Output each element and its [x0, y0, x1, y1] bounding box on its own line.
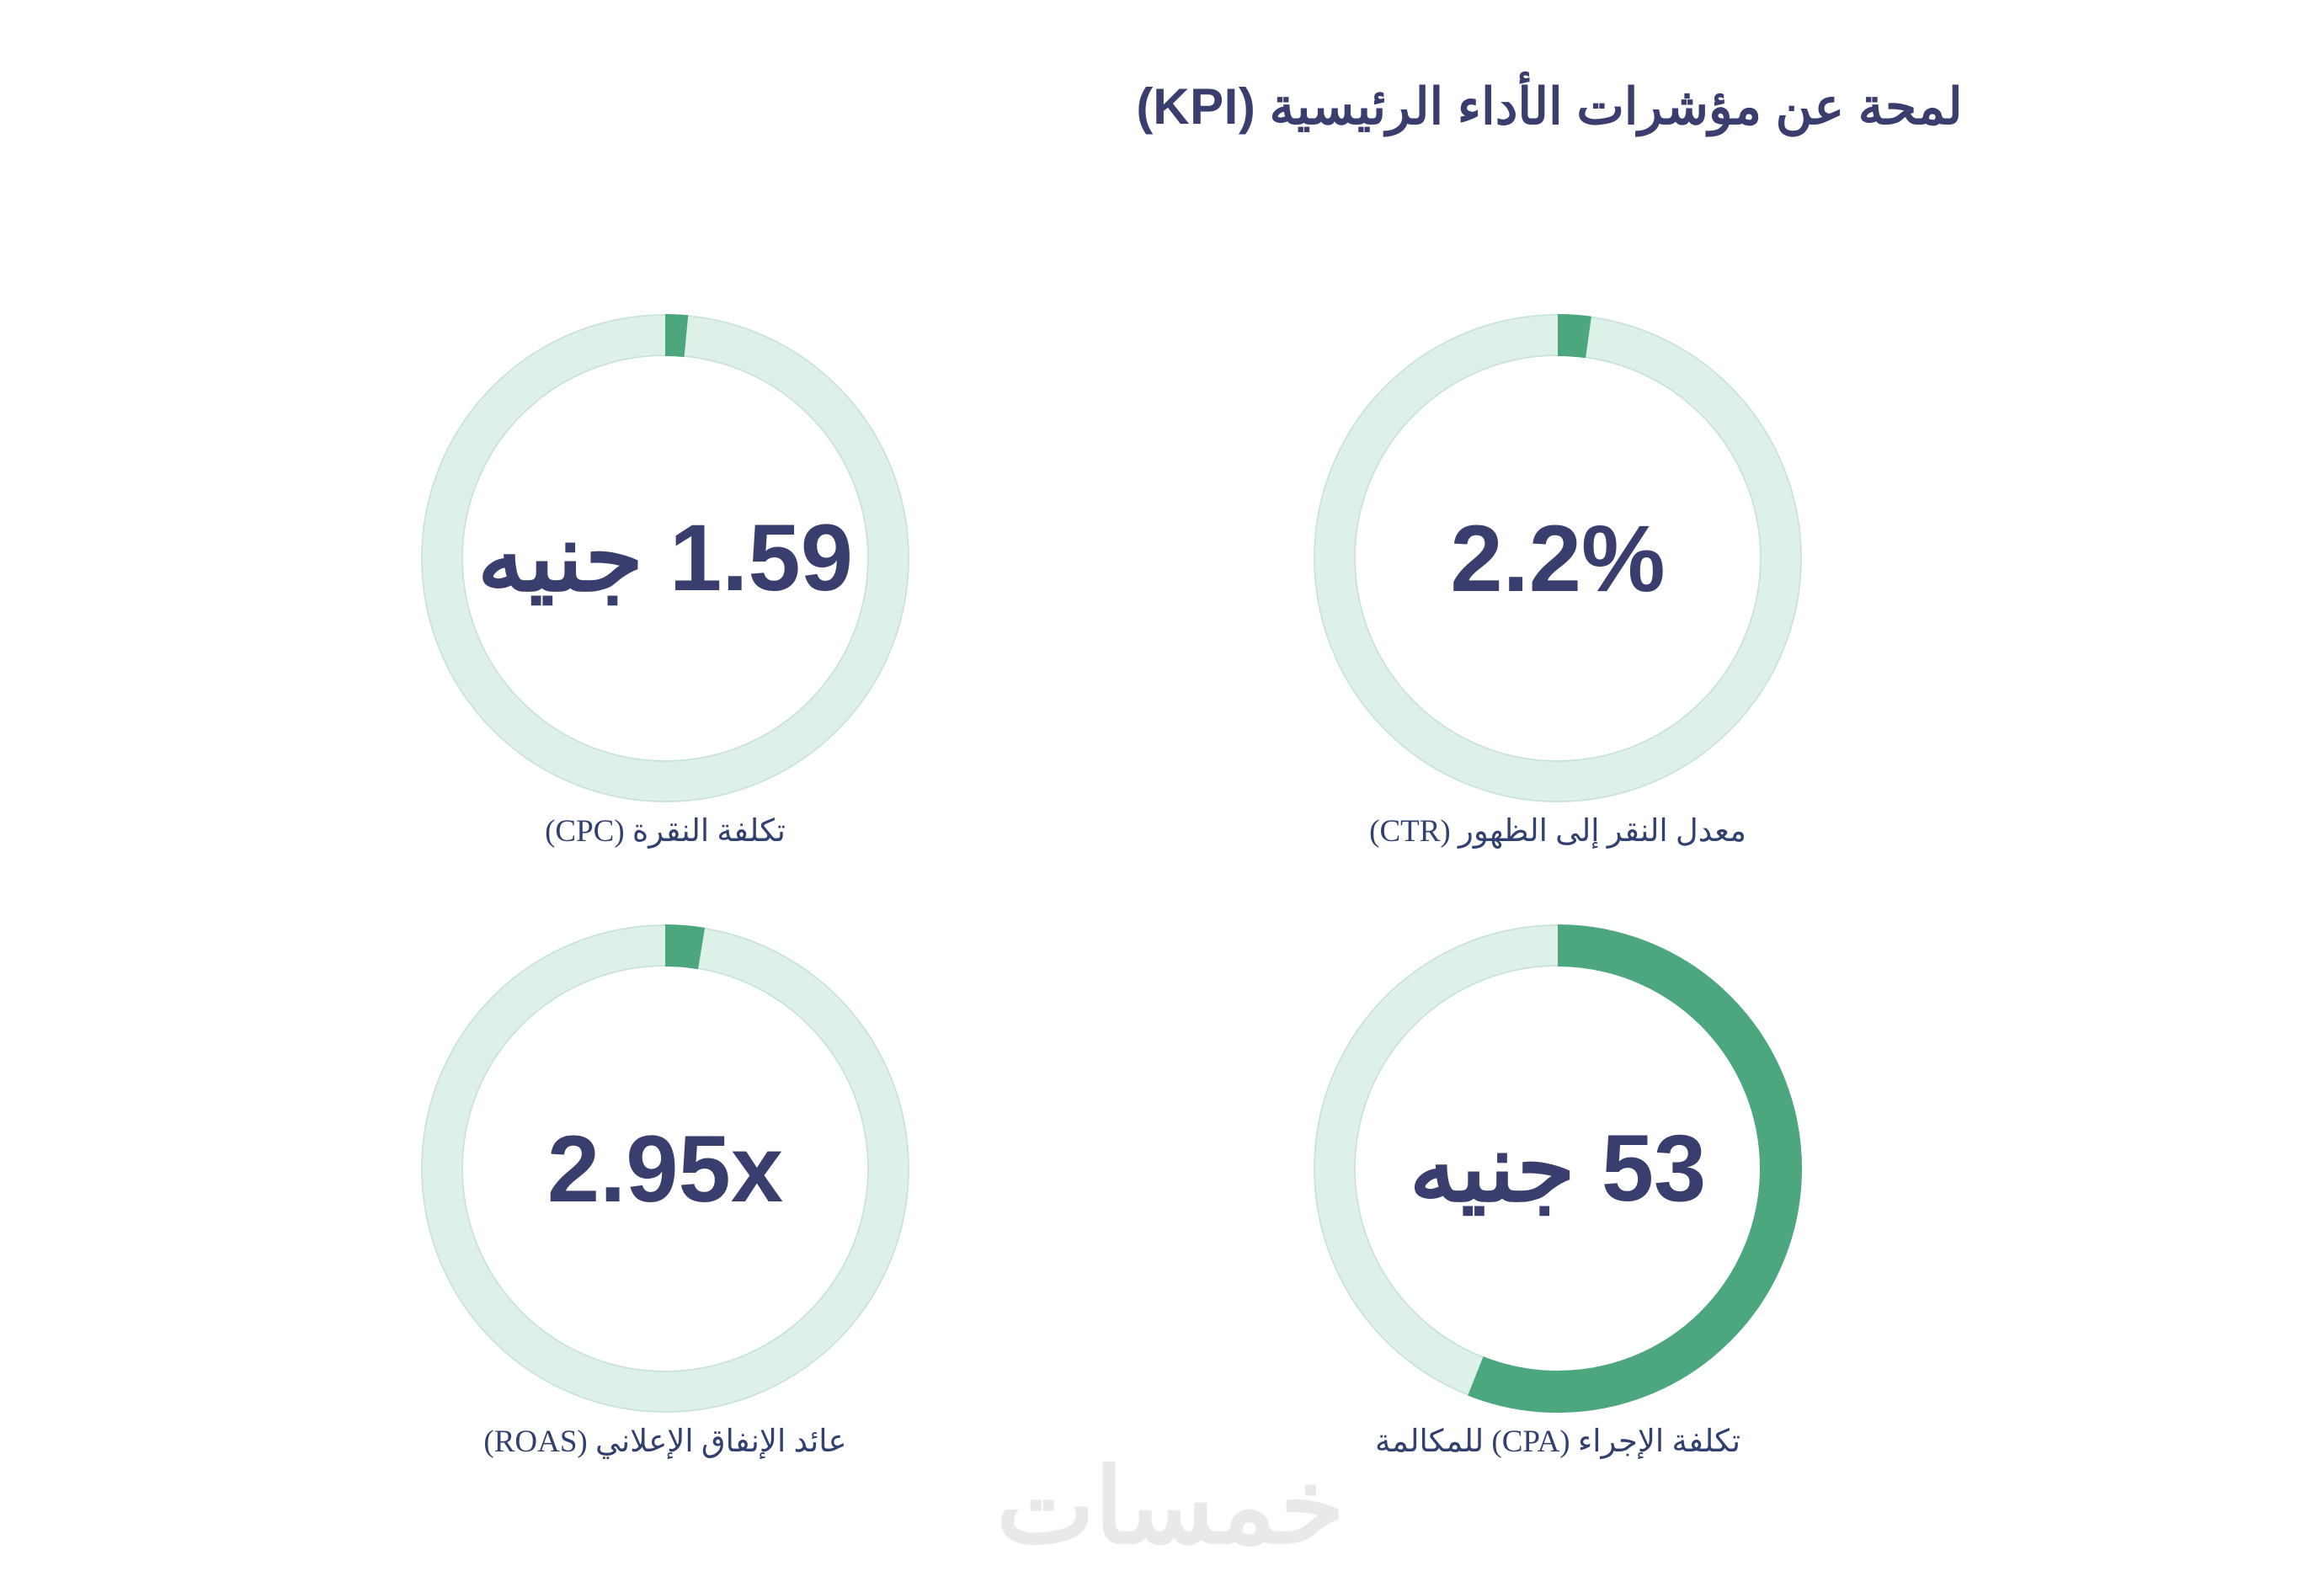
- donut-ring-roas: [421, 924, 909, 1413]
- donut-arc: [421, 314, 909, 802]
- kpi-label-cpa: تكلفة الإجراء (CPA) للمكالمة: [1375, 1425, 1740, 1459]
- kpi-card-roas: 2.95x عائد الإنفاق الإعلاني (ROAS): [421, 924, 909, 1514]
- khamsat-watermark: خمسات: [996, 1449, 1345, 1565]
- kpi-value-ctr: 2.2%: [1450, 505, 1666, 611]
- donut-arc: [1314, 924, 1802, 1413]
- kpi-value-cpa: 53 جنيه: [1409, 1116, 1707, 1221]
- kpi-label-ctr: معدل النقر إلى الظهور (CTR): [1369, 814, 1746, 849]
- kpi-card-cpa: 53 جنيه تكلفة الإجراء (CPA) للمكالمة: [1314, 924, 1802, 1514]
- donut-ring-ctr: [1314, 314, 1802, 802]
- donut-ring-cpc: [421, 314, 909, 802]
- donut-ring-cpa: [1314, 924, 1802, 1413]
- kpi-label-roas: عائد الإنفاق الإعلاني (ROAS): [483, 1425, 847, 1459]
- page-title: لمحة عن مؤشرات الأداء الرئيسية (KPI): [1136, 78, 1963, 135]
- kpi-value-roas: 2.95x: [546, 1116, 784, 1222]
- kpi-card-ctr: 2.2% معدل النقر إلى الظهور (CTR): [1314, 314, 1802, 903]
- donut-arc: [1314, 314, 1802, 802]
- kpi-label-cpc: تكلفة النقرة (CPC): [545, 814, 786, 849]
- donut-arc: [421, 924, 909, 1413]
- kpi-card-cpc: 1.59 جنيه تكلفة النقرة (CPC): [421, 314, 909, 903]
- kpi-value-cpc: 1.59 جنيه: [477, 505, 853, 610]
